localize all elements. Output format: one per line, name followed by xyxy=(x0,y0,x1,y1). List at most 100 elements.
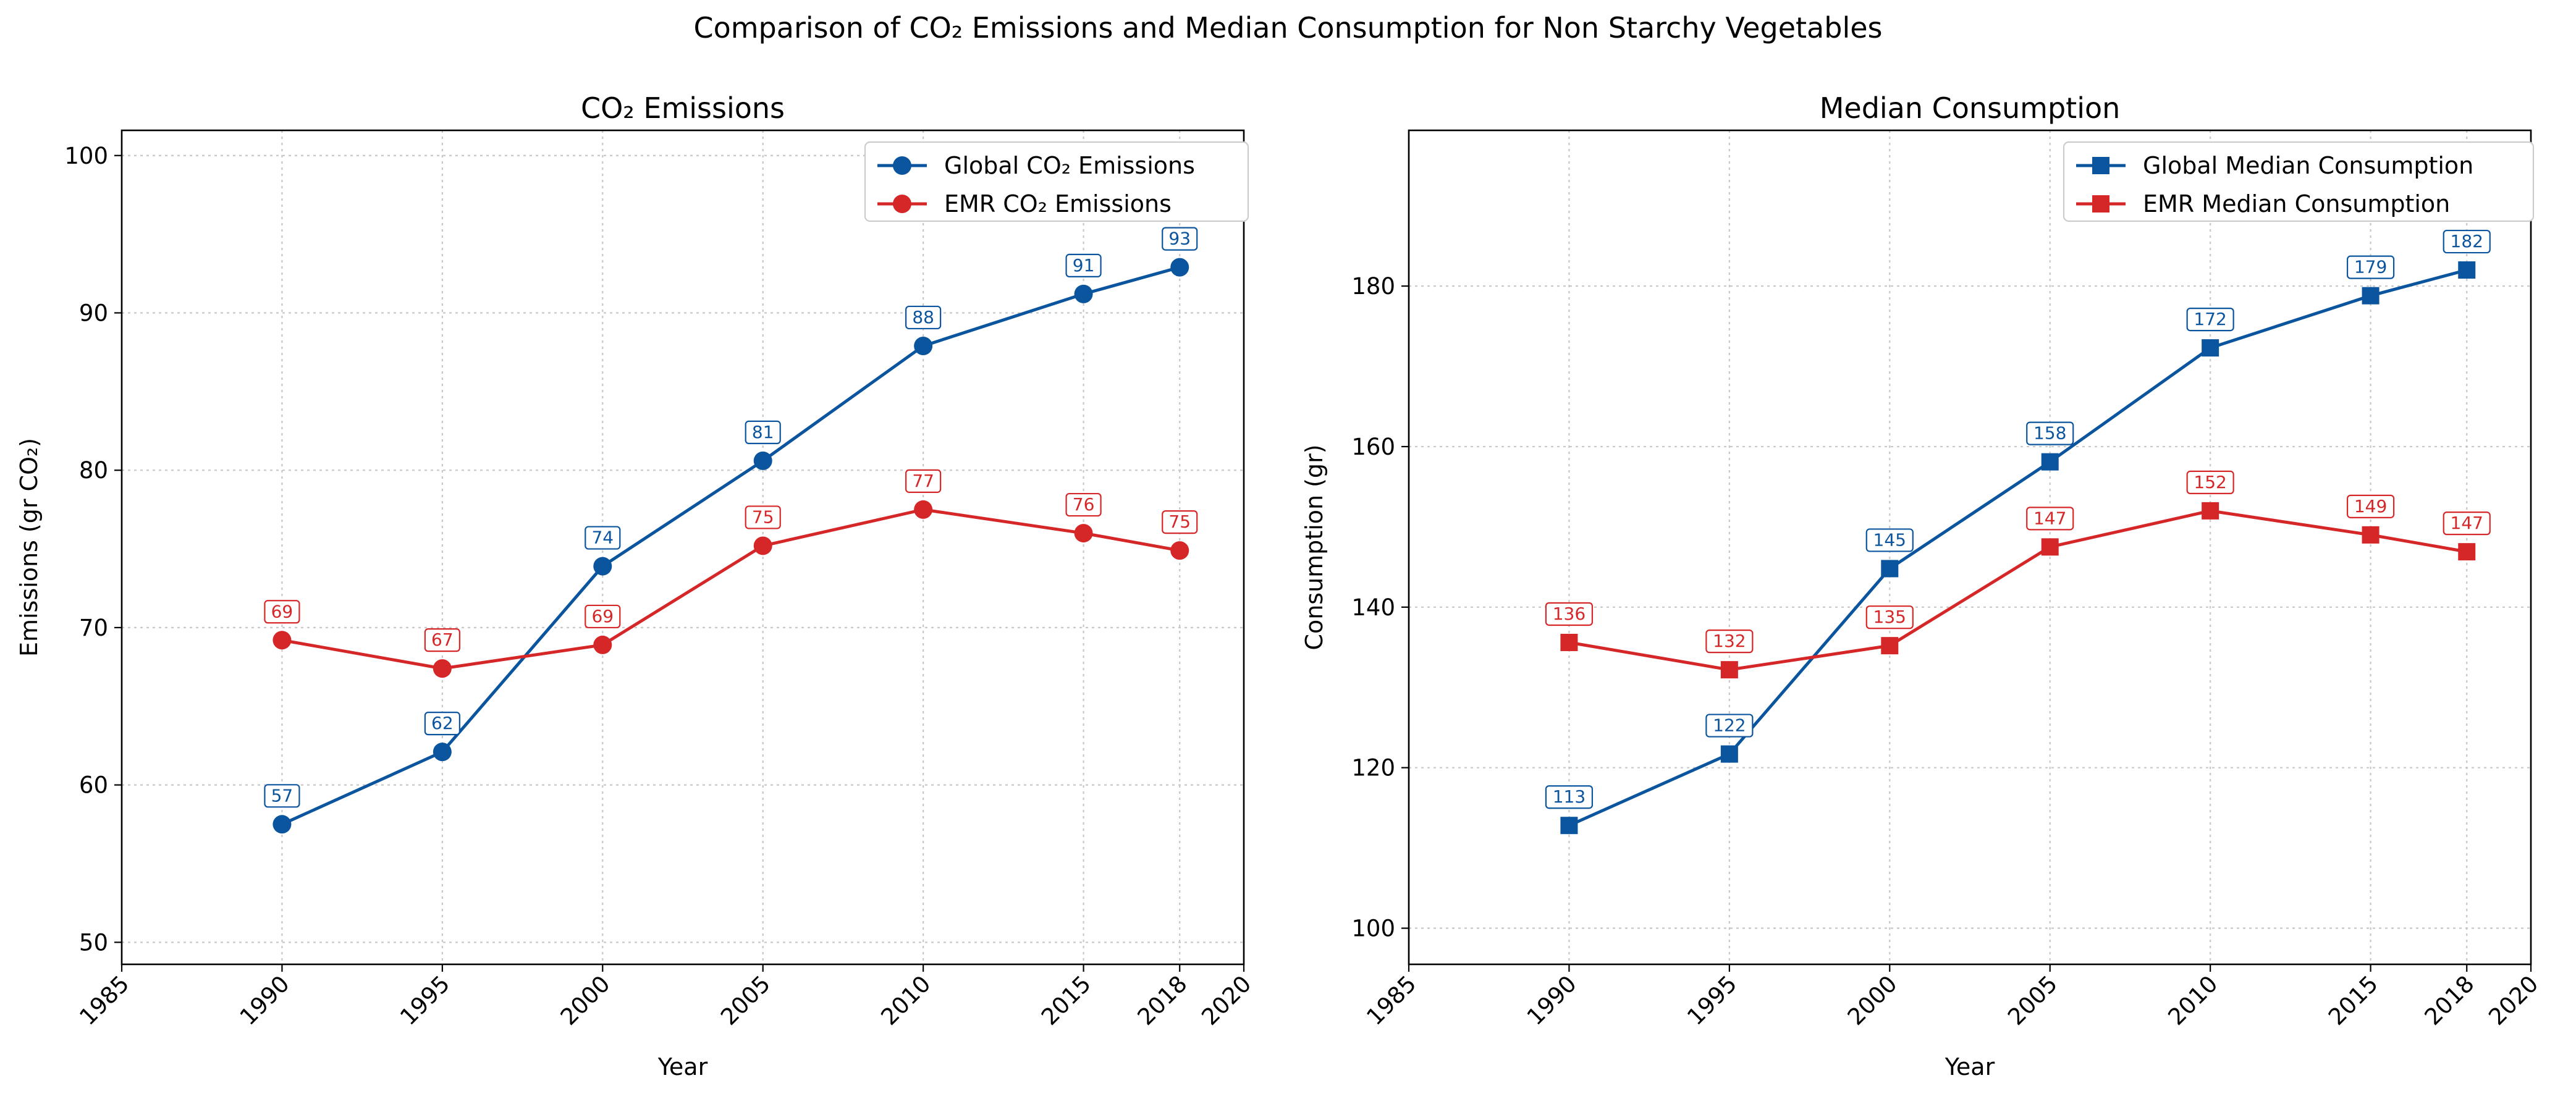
data-label-box xyxy=(264,600,300,624)
data-label-box xyxy=(745,505,781,529)
data-label: 113 xyxy=(1553,786,1586,807)
chart-co2-emissions: 1985 1990 1995 2000 2005 2010 2015 2018 2020 50 60… xyxy=(15,91,1256,1080)
figure-title: Comparison of CO₂ Emissions and Median C… xyxy=(693,11,1883,44)
data-label: 147 xyxy=(2033,508,2066,528)
data-label: 132 xyxy=(1713,631,1746,651)
data-label-box xyxy=(585,526,621,550)
data-point xyxy=(593,557,612,576)
x-axis-label: Year xyxy=(657,1053,708,1080)
data-point xyxy=(2362,287,2380,305)
x-tick-label: 2015 xyxy=(2323,971,2383,1030)
data-point xyxy=(1881,560,1899,578)
y-tick-label: 60 xyxy=(79,772,108,799)
data-point xyxy=(272,815,292,834)
data-label: 67 xyxy=(431,630,454,650)
y-tick-label: 120 xyxy=(1351,755,1395,781)
data-label: 152 xyxy=(2194,472,2226,492)
legend: Global Median Consumption EMR Median Cons… xyxy=(2063,141,2535,222)
data-label-box xyxy=(905,305,942,330)
data-point xyxy=(2362,526,2380,544)
data-label-box xyxy=(1705,630,1754,654)
data-label-box xyxy=(905,469,942,493)
x-tick-label: 1995 xyxy=(1682,971,1742,1030)
data-point xyxy=(2202,502,2219,520)
series-global: 113 122 145 158 172 179 182 xyxy=(1545,229,2491,835)
x-tick-label: 2018 xyxy=(2420,971,2480,1030)
data-point xyxy=(433,659,452,678)
data-point xyxy=(2458,261,2476,279)
x-tick-label: 2000 xyxy=(555,971,615,1030)
plot-area xyxy=(122,130,1244,964)
data-label: 75 xyxy=(752,507,774,527)
data-label-box xyxy=(2346,255,2395,279)
data-point xyxy=(1170,541,1189,560)
data-label: 62 xyxy=(431,713,454,733)
data-label: 122 xyxy=(1713,715,1746,736)
legend-marker xyxy=(2092,195,2109,213)
data-label: 149 xyxy=(2354,496,2387,516)
chart-title: CO₂ Emissions xyxy=(581,91,785,125)
legend-label: Global Median Consumption xyxy=(2143,152,2473,179)
data-label: 158 xyxy=(2033,423,2066,444)
y-tick-label: 50 xyxy=(79,929,108,956)
data-label: 75 xyxy=(1168,512,1191,532)
data-label-box xyxy=(424,628,460,652)
data-point xyxy=(1074,284,1093,303)
x-tick-label: 2010 xyxy=(876,971,936,1030)
legend-frame xyxy=(864,141,1249,222)
data-label: 93 xyxy=(1168,229,1191,249)
legend-marker xyxy=(893,195,911,213)
legend-label: EMR Median Consumption xyxy=(2143,190,2450,217)
data-label-box xyxy=(2443,512,2491,536)
legend-label: Global CO₂ Emissions xyxy=(944,152,1195,179)
legend-frame xyxy=(2063,141,2535,222)
data-point xyxy=(1074,524,1093,543)
x-axis-label: Year xyxy=(1945,1053,1995,1080)
data-label: 57 xyxy=(271,785,293,806)
axes-frame xyxy=(120,129,1245,966)
y-tick-label: 100 xyxy=(1351,916,1395,942)
data-label: 91 xyxy=(1073,255,1095,276)
x-tick-label: 1985 xyxy=(74,971,134,1030)
data-label-box xyxy=(745,420,781,445)
data-point xyxy=(1720,745,1738,763)
y-tick-label: 180 xyxy=(1351,273,1395,300)
data-point xyxy=(2202,339,2219,357)
x-tick-label: 2018 xyxy=(1133,971,1193,1030)
data-label-box xyxy=(1065,492,1102,517)
data-point xyxy=(2041,538,2059,556)
x-tick-label: 2015 xyxy=(1036,971,1096,1030)
data-point xyxy=(593,635,612,654)
legend-marker xyxy=(2092,157,2109,174)
data-label-box xyxy=(1065,253,1102,278)
x-tick-label: 1990 xyxy=(1522,971,1582,1030)
data-label: 81 xyxy=(752,422,774,442)
data-label: 136 xyxy=(1553,604,1586,624)
chart-median-consumption: 1985 1990 1995 2000 2005 2010 2015 2018 2020 100 1… xyxy=(1301,91,2543,1080)
data-point xyxy=(2041,453,2059,471)
data-label-box xyxy=(1865,605,1914,630)
x-tick-label: 1995 xyxy=(395,971,455,1030)
y-axis-label: Consumption (gr) xyxy=(1301,444,1328,650)
data-label: 74 xyxy=(591,528,614,548)
data-label: 77 xyxy=(912,471,934,491)
axes-frame xyxy=(1408,129,2532,966)
y-gridlines xyxy=(1409,285,2531,929)
legend-label: EMR CO₂ Emissions xyxy=(944,190,1172,217)
data-label-box xyxy=(2346,494,2395,518)
data-label-box xyxy=(2186,470,2234,494)
data-label: 76 xyxy=(1073,494,1095,515)
data-point xyxy=(914,500,933,519)
data-point xyxy=(1560,633,1578,651)
x-tick-label: 1990 xyxy=(235,971,295,1030)
x-tick-label: 2000 xyxy=(1843,971,1902,1030)
y-axis-label: Emissions (gr CO₂) xyxy=(15,438,43,657)
data-label: 172 xyxy=(2194,309,2226,329)
data-label-box xyxy=(585,604,621,629)
y-tick-label: 90 xyxy=(79,300,108,326)
data-point xyxy=(1720,661,1738,679)
plot-area xyxy=(1409,130,2531,964)
data-point xyxy=(1170,258,1189,277)
data-label: 179 xyxy=(2354,257,2387,277)
data-point xyxy=(433,743,452,762)
